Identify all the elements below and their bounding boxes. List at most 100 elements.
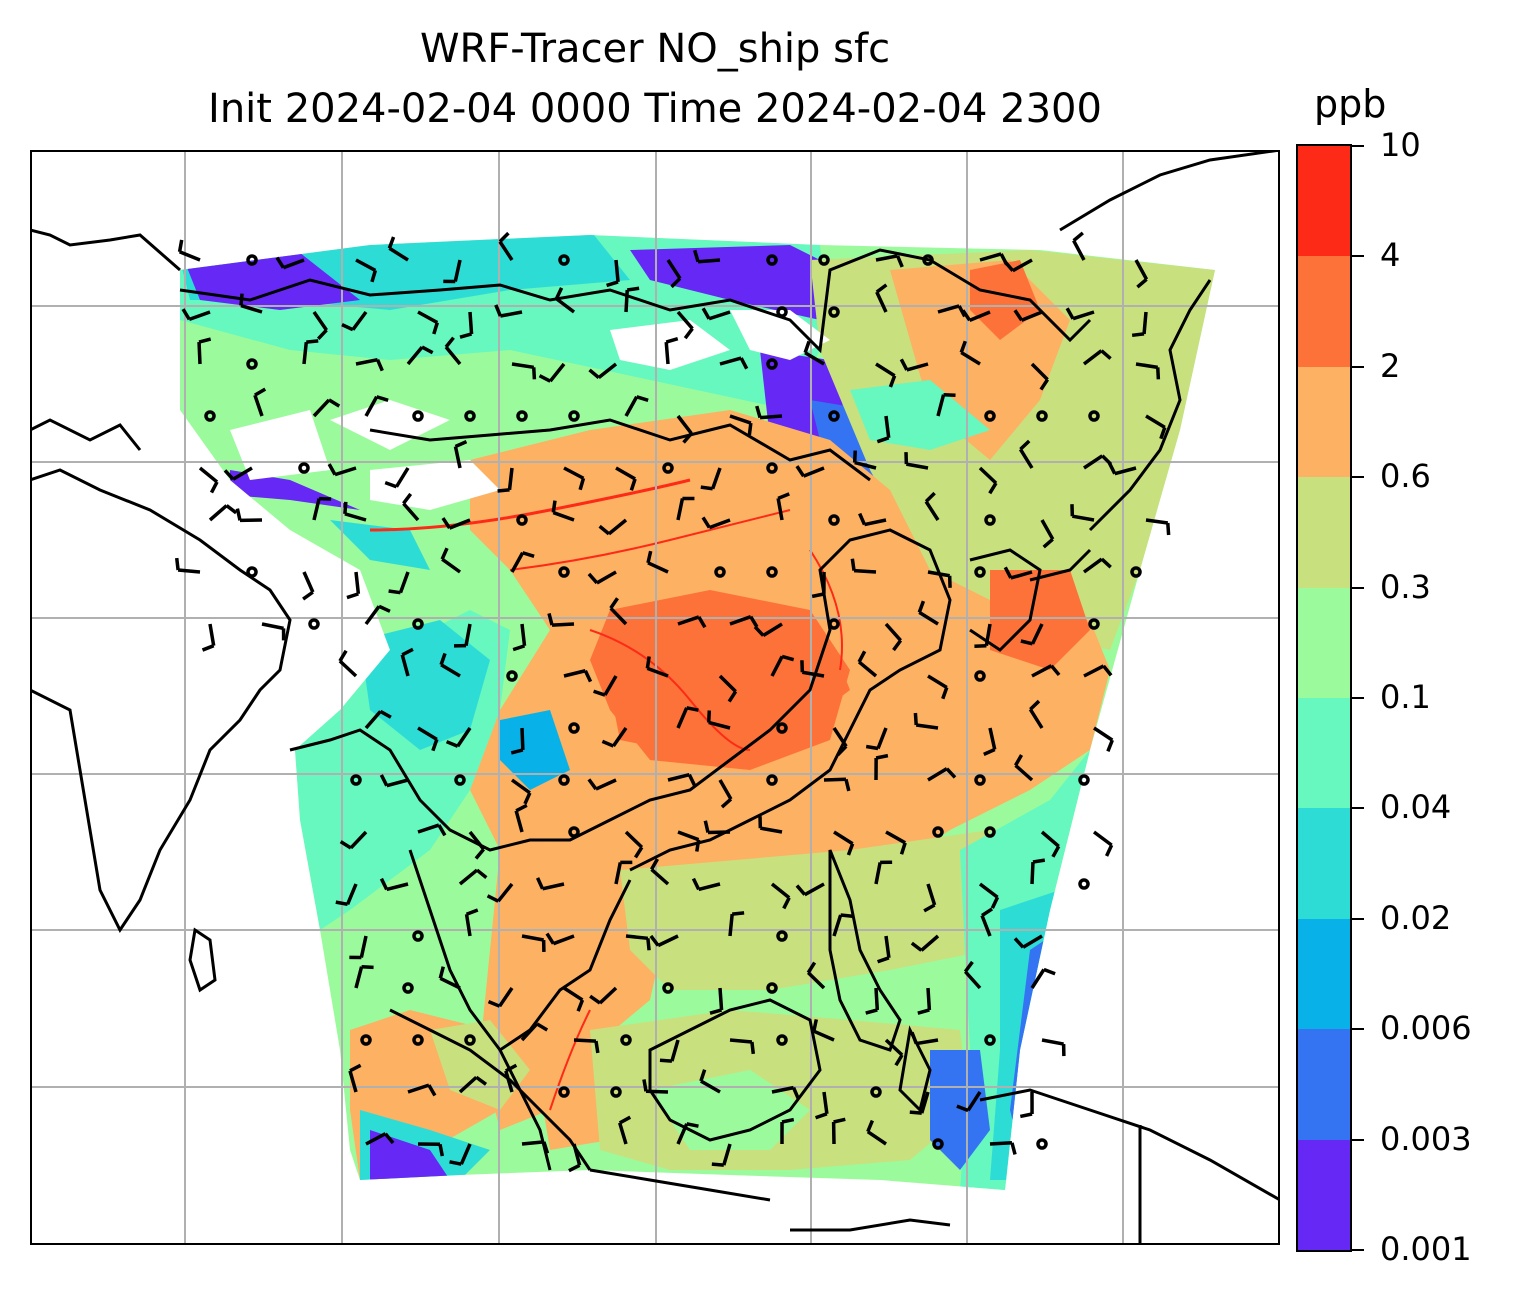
wind-barb-shaft <box>1041 1038 1064 1046</box>
wind-barb-shaft <box>875 362 896 378</box>
wind-barb-shaft <box>875 291 888 313</box>
colorbar-segment <box>1298 366 1350 478</box>
wind-barb-shaft <box>312 398 331 418</box>
calm-wind-marker <box>932 826 944 838</box>
colorbar-tick <box>1352 365 1364 368</box>
wind-barb-flag <box>649 858 659 871</box>
wind-barb-shaft <box>441 557 462 574</box>
wind-barb-flag <box>731 911 745 916</box>
wind-barb-shaft <box>511 362 535 370</box>
colorbar-tick <box>1352 697 1364 699</box>
wind-barb-flag <box>225 504 238 515</box>
wind-barb-shaft <box>650 868 670 886</box>
calm-wind-marker <box>922 254 934 266</box>
wind-barb-flag <box>894 1054 904 1067</box>
wind-barb-flag <box>445 740 459 748</box>
wind-barb-shaft <box>178 250 201 262</box>
wind-barb-shaft <box>832 914 843 937</box>
wind-barb-shaft <box>980 914 992 937</box>
wind-barb-shaft <box>338 659 358 678</box>
wind-barb-shaft <box>676 1123 689 1145</box>
calm-wind-marker <box>506 670 518 682</box>
wind-barb-flag <box>857 650 867 663</box>
wind-barb-shaft <box>875 254 898 262</box>
calm-wind-marker <box>766 462 778 474</box>
wind-barb-shaft <box>1072 514 1095 522</box>
wind-barb-shaft <box>520 1022 539 1042</box>
wind-barb-flag <box>899 358 909 371</box>
wind-barb-flag <box>1029 699 1041 711</box>
wind-barb-flag <box>629 478 637 491</box>
wind-barb-flag <box>1100 349 1112 360</box>
wind-barb-shaft <box>417 310 439 325</box>
wind-barb-shaft <box>351 310 368 331</box>
colorbar-tick <box>1352 1138 1364 1141</box>
wind-barb-shaft <box>1014 764 1034 782</box>
wind-barb-flag <box>981 907 994 917</box>
wind-barb-flag <box>665 337 679 344</box>
wind-barb-shaft <box>448 518 471 530</box>
wind-barb-flag <box>642 1079 648 1092</box>
colorbar-segment <box>1298 587 1350 698</box>
colorbar-tick-label: 0.003 <box>1380 1119 1472 1158</box>
wind-barb-shaft <box>1145 414 1166 429</box>
colorbar-tick-label: 0.6 <box>1380 457 1431 496</box>
wind-barb-shaft <box>348 1070 358 1093</box>
wind-barb-flag <box>512 644 526 652</box>
wind-barb-shaft <box>618 1122 628 1145</box>
wind-barb-flag <box>1136 277 1148 289</box>
map-plot-area[interactable] <box>30 150 1280 1245</box>
wind-barb-shaft <box>208 504 228 522</box>
calm-wind-marker <box>620 1034 632 1046</box>
wind-barb-flag <box>899 842 907 855</box>
wind-barb-flag <box>924 491 936 503</box>
wind-barb-flag <box>475 868 488 879</box>
wind-barb-flag <box>812 1019 819 1032</box>
wind-barb-shaft <box>364 395 379 417</box>
map-canvas <box>30 150 1280 1245</box>
wind-barb-flag <box>659 1058 673 1063</box>
wind-barb-shaft <box>677 830 700 842</box>
wind-barb-flag <box>306 339 319 344</box>
wind-barb-shaft <box>312 311 328 332</box>
wind-barb-flag <box>695 839 701 852</box>
wind-barb-flag <box>693 249 700 263</box>
wind-barb-flag <box>701 516 711 529</box>
wind-barb-shaft <box>876 727 888 750</box>
wind-barb-flag <box>504 1063 518 1073</box>
wind-barb-shaft <box>504 1070 514 1093</box>
wind-barb-flag <box>750 1041 756 1055</box>
colorbar-tick <box>1352 807 1364 810</box>
wind-barb-flag <box>844 778 851 792</box>
wind-barb-flag <box>633 846 644 859</box>
wind-barb-flag <box>497 488 510 493</box>
wind-barb-shaft <box>964 970 982 990</box>
wind-barb-shaft <box>937 304 960 314</box>
wind-barb-flag <box>720 797 733 809</box>
wind-barb-flag <box>686 706 699 712</box>
wind-barb-flag <box>438 1143 445 1157</box>
wind-barb-flag <box>522 551 535 558</box>
wind-barb-shaft <box>884 415 891 439</box>
wind-barb-shaft <box>456 727 472 748</box>
wind-barb-shaft <box>1142 311 1148 335</box>
calm-wind-marker <box>568 410 580 422</box>
wind-barb-flag <box>349 1063 362 1073</box>
wind-barb-flag <box>593 689 606 697</box>
wind-barb-shaft <box>676 498 685 521</box>
wind-barb-flag <box>370 269 378 283</box>
wind-barb-shaft <box>1082 557 1103 574</box>
wind-barb-shaft <box>759 414 783 420</box>
wind-barb-shaft <box>979 252 1002 262</box>
calm-wind-marker <box>1088 618 1100 630</box>
wind-barb-shaft <box>500 310 523 318</box>
wind-barb-flag <box>536 1022 549 1032</box>
wind-barb-shaft <box>776 498 784 521</box>
wind-barb-shaft <box>666 259 682 280</box>
wind-barb-shaft <box>563 986 584 1002</box>
wind-barb-flag <box>850 558 856 571</box>
wind-barb-shaft <box>646 666 669 678</box>
wind-barb-flag <box>181 308 191 321</box>
wind-barb-shaft <box>402 502 420 522</box>
wind-barb-flag <box>235 508 242 521</box>
